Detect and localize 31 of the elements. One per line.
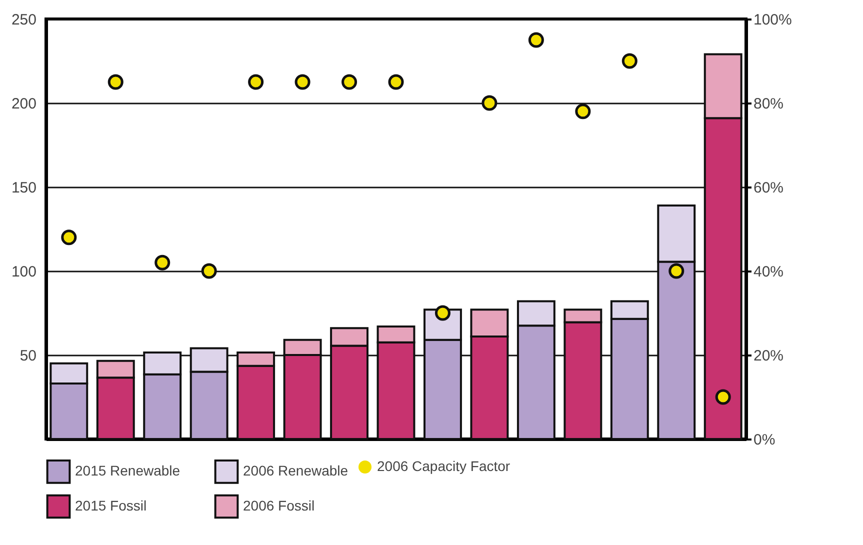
point [108, 74, 124, 90]
y-tick-label: 50 [20, 348, 36, 364]
point [201, 263, 217, 279]
y2-tick-label: 20% [754, 348, 784, 364]
point [342, 74, 358, 90]
y-tick-label: 150 [11, 180, 36, 196]
legend-label: 2006 Fossil [243, 498, 315, 514]
point [61, 230, 77, 246]
point [575, 104, 591, 120]
y2-tick-label: 80% [754, 96, 784, 112]
point [294, 74, 310, 90]
point [154, 254, 170, 270]
point [388, 74, 404, 90]
point [434, 305, 450, 321]
y2-tick-label: 100% [754, 12, 792, 28]
y-tick-label: 250 [11, 12, 36, 28]
y2-tick-label: 40% [754, 264, 784, 280]
legend-label: 2006 Renewable [243, 462, 348, 479]
point [248, 74, 264, 90]
point [482, 95, 498, 111]
legend-label: 2006 Capacity Factor [377, 458, 510, 474]
y2-tick-label: 60% [754, 180, 784, 196]
y2-tick-label: 0% [754, 432, 776, 448]
point [668, 263, 684, 279]
y-tick-label: 200 [11, 96, 36, 112]
point [622, 53, 638, 69]
y-tick-label: 100 [11, 264, 36, 280]
legend-label: 2015 Renewable [75, 462, 180, 479]
point [715, 389, 731, 405]
point [528, 32, 544, 48]
legend-label: 2015 Fossil [75, 498, 147, 514]
